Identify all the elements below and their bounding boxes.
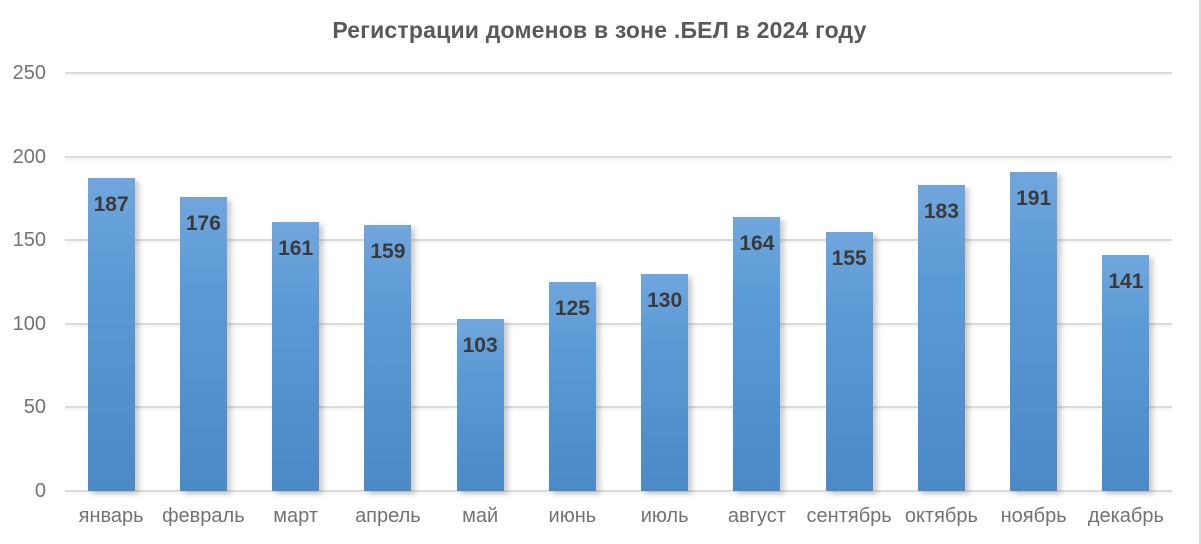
bar-ноябрь: 191 — [1010, 171, 1058, 491]
bar-май: 103 — [456, 318, 504, 491]
y-tick-label: 100 — [12, 312, 46, 335]
gridline — [65, 155, 1172, 158]
bar-январь: 187 — [87, 178, 135, 491]
bar-slot: 125 — [526, 73, 618, 491]
x-tick-label: февраль — [162, 505, 245, 527]
bar-февраль: 176 — [179, 196, 227, 491]
bar-slot: 159 — [342, 73, 434, 491]
bar-value-label: 159 — [370, 240, 406, 264]
bar-октябрь: 183 — [917, 185, 965, 491]
bar-value-label: 164 — [739, 231, 775, 255]
y-tick-label: 200 — [12, 145, 46, 168]
x-tick-label: январь — [78, 505, 144, 527]
gridline — [65, 490, 1172, 492]
bar-июнь: 125 — [548, 282, 596, 491]
bar-декабрь: 141 — [1102, 255, 1150, 491]
bar-value-label: 130 — [647, 288, 683, 312]
y-axis: 0 50 100 150 200 250 — [0, 63, 50, 501]
bar-slot: 183 — [895, 73, 987, 491]
chart-title: Регистрации доменов в зоне .БЕЛ в 2024 г… — [332, 17, 867, 43]
gridline — [65, 406, 1172, 409]
bar-апрель: 159 — [364, 225, 412, 491]
bar-value-label: 176 — [185, 211, 221, 235]
bar-slot: 164 — [711, 73, 803, 491]
x-tick-label: апрель — [355, 505, 421, 527]
bar-value-label: 191 — [1016, 186, 1052, 210]
bar-slot: 141 — [1080, 73, 1172, 491]
y-tick-label: 0 — [34, 480, 46, 502]
x-axis: январь февраль март апрель май июнь июль август… — [65, 501, 1172, 531]
bar-slot: 103 — [434, 73, 526, 491]
bar-value-label: 187 — [93, 193, 129, 217]
bar-slot: 130 — [619, 73, 711, 491]
bar-value-label: 161 — [278, 236, 314, 260]
bar-сентябрь: 155 — [825, 231, 873, 491]
y-tick-label: 150 — [12, 229, 46, 252]
bar-март: 161 — [272, 221, 320, 491]
x-tick-label: июль — [640, 505, 689, 527]
x-tick-label: август — [727, 505, 786, 527]
bar-value-label: 103 — [462, 333, 498, 357]
bar-slot: 176 — [157, 73, 249, 491]
x-tick-label: июнь — [548, 505, 597, 527]
bar-value-label: 125 — [554, 297, 590, 320]
x-tick-label: сентябрь — [806, 505, 892, 527]
x-tick-label: октябрь — [904, 505, 978, 527]
gridline — [65, 322, 1172, 325]
bar-slot: 161 — [250, 73, 342, 491]
y-tick-label: 50 — [23, 396, 46, 419]
x-tick-label: май — [462, 505, 499, 527]
gridline — [65, 239, 1172, 242]
x-tick-label: декабрь — [1087, 505, 1164, 527]
bars-row: 187 176 161 159 103 125 130 164 155 183 191 141 — [65, 73, 1172, 491]
bar-value-label: 155 — [831, 246, 867, 270]
bar-slot: 191 — [988, 73, 1080, 491]
y-tick-label: 250 — [12, 62, 46, 84]
x-tick-label: март — [273, 505, 318, 527]
bar-value-label: 141 — [1108, 270, 1144, 294]
gridline — [65, 72, 1172, 74]
bar-slot: 155 — [803, 73, 895, 491]
bar-slot: 187 — [65, 73, 157, 491]
bar-июль: 130 — [641, 273, 689, 491]
bar-value-label: 183 — [923, 200, 959, 224]
plot-area: 187 176 161 159 103 125 130 164 155 183 191 141 — [65, 72, 1172, 492]
bar-август: 164 — [733, 216, 781, 491]
x-tick-label: ноябрь — [1000, 505, 1067, 527]
